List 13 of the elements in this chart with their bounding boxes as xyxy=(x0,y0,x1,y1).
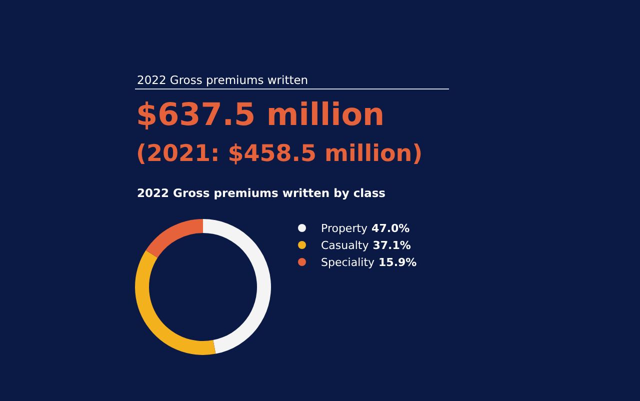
chart-subtitle: $637.5 million xyxy=(136,97,385,133)
legend-label: Property xyxy=(321,222,368,235)
donut-slice xyxy=(135,250,216,355)
data-label: 37.1% xyxy=(372,239,411,252)
legend-label: Casualty xyxy=(321,239,370,252)
data-label: 15.9% xyxy=(378,256,417,269)
donut-slice xyxy=(203,219,271,354)
donut-slice xyxy=(146,219,203,258)
chart-title: 2022 Gross premiums written xyxy=(137,73,308,87)
text: 2022 Gross premiums written by class xyxy=(137,186,386,200)
data-label: 47.0% xyxy=(372,222,410,235)
legend-label: Speciality xyxy=(321,256,375,269)
text: (2021: $458.5 million) xyxy=(136,141,423,167)
